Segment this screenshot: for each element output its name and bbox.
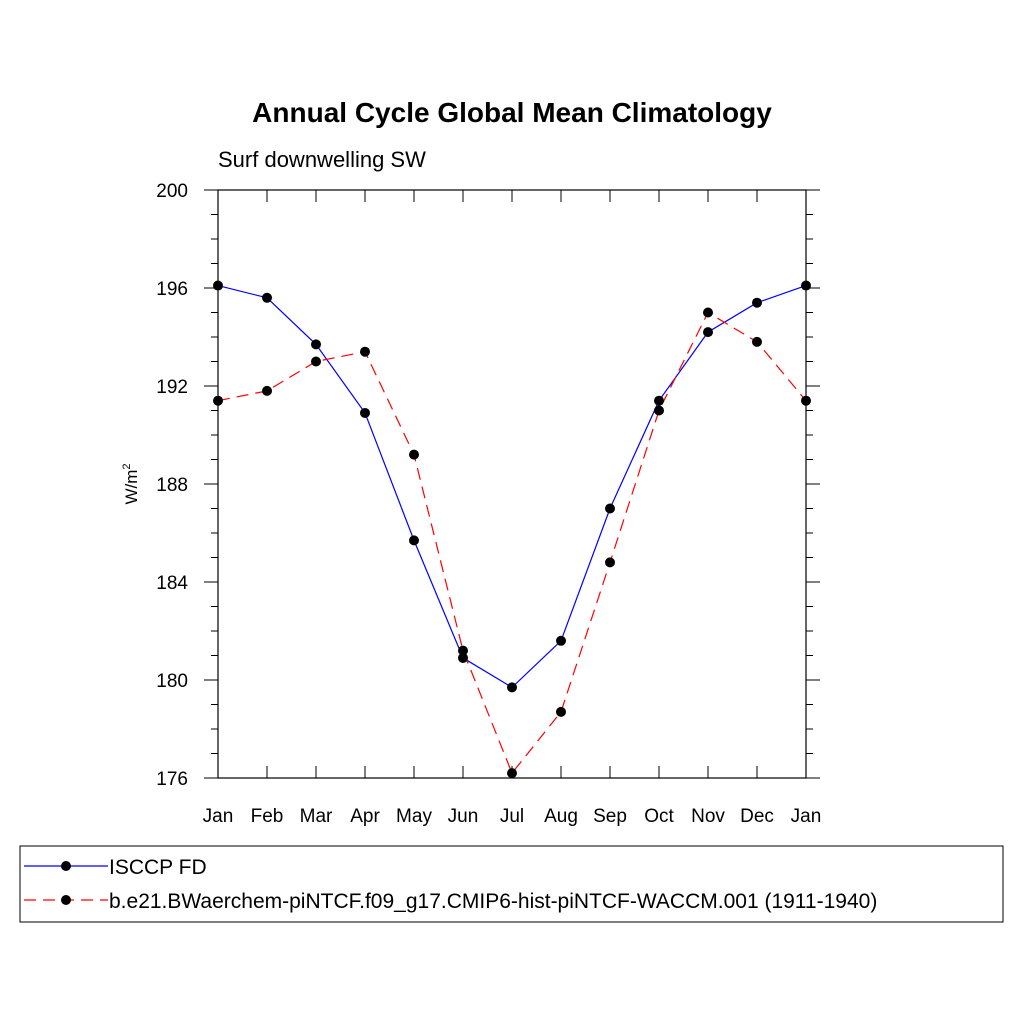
series-1-point xyxy=(654,395,664,406)
series-2-point xyxy=(360,346,370,357)
series-1-point xyxy=(801,280,811,291)
x-tick-label: Jun xyxy=(448,806,479,827)
x-tick-label: Sep xyxy=(593,806,627,827)
y-tick-label: 188 xyxy=(156,475,188,496)
legend-label-1: ISCCP FD xyxy=(109,856,207,879)
series-1-point xyxy=(556,635,566,646)
series-line-1 xyxy=(217,285,807,689)
x-tick-label: Aug xyxy=(544,806,578,827)
series-2-point xyxy=(507,768,517,779)
series-2-point xyxy=(458,645,468,656)
plot-area: Jan Feb Mar Apr May Jun Jul Aug Sep Oct Nov Dec Jan 1… xyxy=(156,181,821,827)
x-tick-label: Jan xyxy=(203,806,234,827)
series-1-point xyxy=(752,297,762,308)
series-line-2 xyxy=(217,311,807,775)
legend-box xyxy=(19,845,1004,923)
y-tick-label: 176 xyxy=(156,769,188,790)
x-tick-label: Jul xyxy=(500,806,524,827)
series-1-point xyxy=(507,682,517,693)
series-2-point xyxy=(605,557,615,568)
y-tick-label: 200 xyxy=(156,181,188,202)
series-2-point xyxy=(703,307,713,318)
series-1-point xyxy=(409,535,419,546)
x-tick-label: May xyxy=(396,806,432,827)
y-axis-label: W/m2 xyxy=(121,463,141,504)
svg-text:W/m2: W/m2 xyxy=(121,463,141,504)
series-1-point xyxy=(311,339,321,350)
chart-title: Annual Cycle Global Mean Climatology xyxy=(252,97,772,128)
y-axis-label-superscript: 2 xyxy=(121,463,133,469)
x-tick-label: Apr xyxy=(350,806,380,827)
series-1-point xyxy=(360,407,370,418)
x-tick-label: Mar xyxy=(300,806,333,827)
series-2-point xyxy=(556,706,566,717)
series-2-point xyxy=(654,405,664,416)
series-1-point xyxy=(458,652,468,663)
series-2-point xyxy=(801,395,811,406)
series-2-point xyxy=(262,385,272,396)
x-tick-label: Nov xyxy=(691,806,725,827)
x-tick-label: Dec xyxy=(740,806,774,827)
y-tick-label: 180 xyxy=(156,671,188,692)
series-1-point xyxy=(605,503,615,514)
x-tick-label: Jan xyxy=(791,806,822,827)
series-2-point xyxy=(311,356,321,367)
legend-marker-2 xyxy=(61,895,71,905)
series-1-point xyxy=(213,280,223,291)
series-1-point xyxy=(262,292,272,303)
legend-label-2: b.e21.BWaerchem-piNTCF.f09_g17.CMIP6-his… xyxy=(109,890,877,913)
series-2-point xyxy=(752,336,762,347)
legend-marker-1 xyxy=(61,861,71,871)
y-tick-label: 184 xyxy=(156,573,188,594)
x-tick-label: Oct xyxy=(644,806,674,827)
y-axis-label-text: W/m xyxy=(122,470,141,505)
legend: ISCCP FD b.e21.BWaerchem-piNTCF.f09_g17.C… xyxy=(19,845,1004,923)
x-tick-label: Feb xyxy=(251,806,284,827)
y-tick-label: 192 xyxy=(156,377,188,398)
series-2-point xyxy=(213,395,223,406)
series-1-point xyxy=(703,327,713,338)
y-tick-label: 196 xyxy=(156,279,188,300)
series-2-point xyxy=(409,449,419,460)
chart-subtitle: Surf downwelling SW xyxy=(218,147,426,172)
